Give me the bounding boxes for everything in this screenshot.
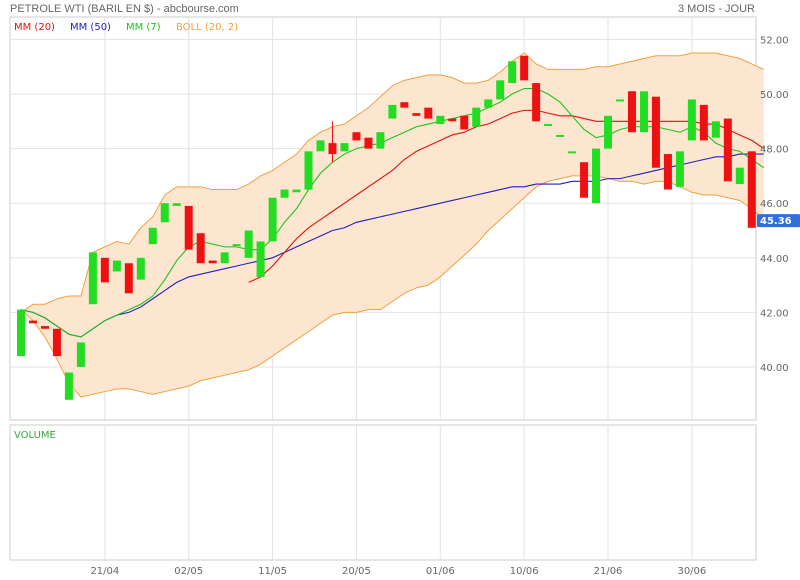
last-price-value: 45.36 xyxy=(760,216,792,227)
candle-3 xyxy=(52,328,61,357)
candle-7 xyxy=(100,257,109,283)
last-price-tag: 45.36 xyxy=(757,214,800,228)
candle-25 xyxy=(316,140,325,152)
candles xyxy=(17,55,768,400)
candle-41 xyxy=(508,61,517,84)
x-tick-label-6: 21/06 xyxy=(594,566,623,577)
x-tick-label-5: 10/06 xyxy=(510,566,539,577)
candle-16 xyxy=(208,260,217,264)
candle-31 xyxy=(388,104,397,119)
y-tick-label-3: 46.00 xyxy=(760,199,789,210)
candle-56 xyxy=(687,99,696,141)
legend-item-0: MM (20) xyxy=(14,22,55,33)
candle-19 xyxy=(244,230,253,258)
x-tick-label-3: 20/05 xyxy=(342,566,371,577)
x-tick-label-0: 21/04 xyxy=(90,566,119,577)
candle-61 xyxy=(747,151,756,228)
candle-55 xyxy=(675,151,684,187)
x-tick-label-1: 02/05 xyxy=(174,566,203,577)
candle-22 xyxy=(280,189,289,198)
candle-20 xyxy=(256,241,265,277)
volume-label: VOLUME xyxy=(14,430,56,441)
candle-4 xyxy=(64,372,73,400)
candle-14 xyxy=(184,205,193,250)
candle-39 xyxy=(484,99,493,108)
candle-23 xyxy=(292,189,301,193)
candle-48 xyxy=(592,148,601,204)
legend-item-2: MM (7) xyxy=(126,22,161,33)
boll-lower-line xyxy=(20,175,765,398)
x-axis: 21/04 02/05 11/05 20/05 01/06 10/06 21/06 30/06 xyxy=(90,566,706,577)
legend-item-1: MM (50) xyxy=(70,22,111,33)
candle-59 xyxy=(723,118,732,182)
candle-29 xyxy=(364,137,373,149)
candle-18 xyxy=(232,244,241,247)
boll-upper-line xyxy=(20,52,764,313)
y-tick-label-0: 40.00 xyxy=(760,363,789,374)
legend: MM (20) MM (50) MM (7) BOLL (20, 2) xyxy=(14,22,238,33)
candle-46 xyxy=(568,151,577,154)
candle-21 xyxy=(268,197,277,242)
y-tick-label-4: 48.00 xyxy=(760,145,789,156)
candle-1 xyxy=(28,320,37,324)
y-tick-label-2: 44.00 xyxy=(760,254,789,265)
y-tick-label-5: 50.00 xyxy=(760,90,789,101)
candle-6 xyxy=(88,252,97,305)
candle-24 xyxy=(304,151,313,190)
y-axis: 40.00 42.00 44.00 46.00 48.00 50.00 52.00 xyxy=(760,35,789,374)
candle-15 xyxy=(196,233,205,264)
y-tick-label-6: 52.00 xyxy=(760,35,789,46)
candle-36 xyxy=(448,118,457,122)
candle-30 xyxy=(376,132,385,149)
candle-40 xyxy=(496,80,505,100)
candle-0 xyxy=(17,309,25,357)
x-tick-label-7: 30/06 xyxy=(677,566,706,577)
candle-58 xyxy=(711,121,720,138)
candle-12 xyxy=(160,203,169,223)
bollinger-bands xyxy=(20,52,765,398)
candle-35 xyxy=(436,115,445,125)
candle-34 xyxy=(424,107,433,119)
candle-52 xyxy=(639,91,648,133)
candle-49 xyxy=(604,115,613,149)
candle-33 xyxy=(412,113,421,116)
candle-8 xyxy=(112,260,121,272)
candle-28 xyxy=(352,132,361,141)
volume-panel xyxy=(9,424,757,561)
candle-10 xyxy=(136,257,145,280)
chart-period: 3 MOIS - JOUR xyxy=(677,3,755,15)
candle-37 xyxy=(460,115,469,130)
candle-43 xyxy=(532,83,541,122)
candle-44 xyxy=(544,124,553,127)
y-tick-label-1: 42.00 xyxy=(760,308,789,319)
x-tick-label-4: 01/06 xyxy=(426,566,455,577)
x-tick-label-2: 11/05 xyxy=(258,566,287,577)
candle-42 xyxy=(520,55,529,81)
candle-54 xyxy=(663,154,672,190)
candle-51 xyxy=(627,91,636,133)
legend-item-3: BOLL (20, 2) xyxy=(176,22,238,33)
candle-27 xyxy=(340,143,349,152)
candle-45 xyxy=(556,134,565,137)
candle-17 xyxy=(220,252,229,264)
candle-2 xyxy=(40,326,49,329)
candle-47 xyxy=(580,162,589,198)
candle-13 xyxy=(172,203,181,206)
candle-5 xyxy=(76,342,85,367)
candle-53 xyxy=(651,96,660,168)
candle-11 xyxy=(148,227,157,245)
mm50-line xyxy=(20,153,764,338)
chart-title: PETROLE WTI (BARIL EN $) - abcbourse.com xyxy=(10,3,239,15)
candle-32 xyxy=(400,102,409,108)
candle-57 xyxy=(699,104,708,141)
candle-50 xyxy=(616,99,624,102)
candle-60 xyxy=(735,167,744,185)
mm20-line xyxy=(248,109,765,283)
candle-9 xyxy=(124,263,133,294)
candle-38 xyxy=(472,107,481,127)
boll-band-fill xyxy=(21,53,764,398)
